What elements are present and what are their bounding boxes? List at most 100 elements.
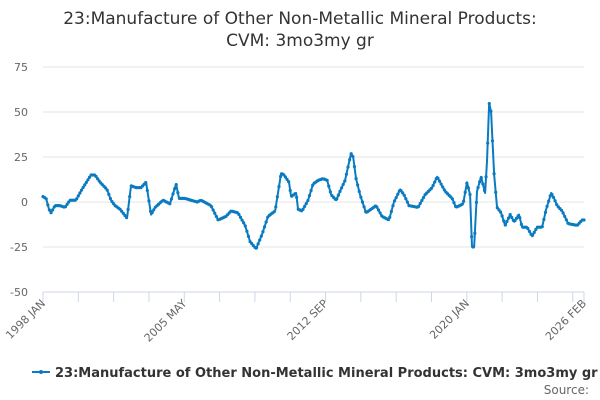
data-point bbox=[261, 230, 265, 234]
data-point bbox=[336, 193, 340, 197]
data-point bbox=[78, 191, 82, 195]
data-point bbox=[211, 208, 215, 212]
data-point bbox=[506, 216, 511, 220]
y-tick-label: 25 bbox=[14, 151, 28, 164]
data-point bbox=[168, 202, 172, 206]
data-point bbox=[551, 195, 556, 199]
data-point bbox=[436, 176, 440, 180]
data-point bbox=[452, 201, 456, 205]
data-point bbox=[254, 246, 259, 250]
data-point bbox=[582, 218, 586, 222]
data-point bbox=[354, 177, 358, 181]
data-point bbox=[391, 204, 395, 208]
data-point bbox=[63, 205, 68, 209]
data-point bbox=[272, 210, 276, 214]
data-point bbox=[75, 197, 79, 201]
data-point bbox=[500, 214, 504, 218]
data-point bbox=[392, 199, 397, 203]
data-point bbox=[494, 190, 498, 194]
data-point bbox=[531, 233, 535, 237]
chart-title-line-2: CVM: 3mo3my gr bbox=[226, 31, 374, 51]
data-point bbox=[429, 186, 434, 190]
data-point bbox=[375, 205, 379, 209]
data-point bbox=[388, 215, 392, 219]
data-point bbox=[357, 189, 361, 194]
data-point bbox=[209, 205, 214, 209]
legend-marker-icon bbox=[39, 370, 43, 374]
data-point bbox=[107, 192, 111, 196]
data-point bbox=[508, 213, 512, 217]
data-point bbox=[510, 215, 514, 220]
data-point bbox=[94, 174, 98, 178]
legend[interactable]: 23:Manufacture of Other Non-Metallic Min… bbox=[32, 366, 598, 381]
data-point bbox=[307, 194, 312, 198]
data-point bbox=[46, 203, 50, 207]
data-point bbox=[470, 234, 474, 239]
data-point bbox=[400, 191, 405, 195]
data-point bbox=[343, 179, 347, 183]
data-point bbox=[431, 183, 435, 188]
data-point bbox=[264, 220, 268, 224]
data-point bbox=[84, 180, 88, 184]
data-point bbox=[479, 175, 483, 180]
data-point bbox=[465, 181, 469, 185]
data-point bbox=[518, 216, 522, 220]
data-point bbox=[47, 208, 52, 212]
data-point bbox=[450, 197, 454, 201]
data-point bbox=[502, 219, 506, 223]
data-point bbox=[108, 197, 113, 201]
x-tick-label: 2026 FEB bbox=[543, 297, 589, 343]
data-point bbox=[95, 177, 100, 181]
chart-title-line-1: 23:Manufacture of Other Non-Metallic Min… bbox=[63, 9, 537, 29]
data-point bbox=[540, 225, 544, 229]
data-point bbox=[76, 194, 80, 198]
data-point bbox=[49, 211, 53, 215]
data-point bbox=[277, 185, 281, 189]
data-point bbox=[420, 198, 424, 203]
data-point bbox=[563, 214, 567, 219]
data-point bbox=[402, 193, 406, 197]
data-point bbox=[246, 234, 251, 239]
data-point bbox=[561, 211, 565, 215]
data-point bbox=[514, 216, 519, 220]
data-point bbox=[534, 227, 538, 232]
data-point bbox=[463, 190, 467, 194]
data-point bbox=[144, 180, 148, 185]
data-point bbox=[555, 202, 559, 207]
data-point bbox=[527, 229, 532, 233]
data-point bbox=[240, 218, 244, 222]
data-point bbox=[362, 205, 366, 209]
data-point bbox=[442, 188, 446, 192]
data-point bbox=[404, 197, 408, 201]
data-point bbox=[328, 190, 332, 194]
data-point bbox=[351, 154, 355, 159]
x-tick-label: 2012 SEP bbox=[285, 297, 331, 343]
data-point bbox=[376, 208, 381, 212]
data-point bbox=[262, 225, 267, 229]
data-point bbox=[278, 174, 283, 179]
data-point bbox=[421, 196, 426, 200]
data-point bbox=[348, 158, 352, 162]
data-point bbox=[44, 197, 48, 201]
legend-label[interactable]: 23:Manufacture of Other Non-Metallic Min… bbox=[55, 366, 598, 381]
data-point bbox=[174, 183, 178, 187]
data-point bbox=[418, 201, 422, 206]
data-point bbox=[51, 208, 55, 212]
data-point bbox=[476, 185, 480, 190]
data-point bbox=[339, 186, 344, 190]
data-point bbox=[245, 229, 249, 233]
data-point bbox=[542, 217, 546, 222]
data-point bbox=[550, 192, 554, 196]
data-point bbox=[471, 245, 475, 249]
data-point bbox=[487, 102, 491, 106]
data-point bbox=[335, 197, 339, 201]
data-point bbox=[274, 205, 278, 209]
data-point bbox=[65, 202, 69, 206]
data-point bbox=[482, 188, 487, 193]
source-label: Source: bbox=[544, 383, 589, 397]
data-point bbox=[532, 230, 536, 234]
data-point bbox=[473, 231, 477, 235]
data-point bbox=[147, 199, 151, 203]
data-point bbox=[301, 207, 305, 211]
